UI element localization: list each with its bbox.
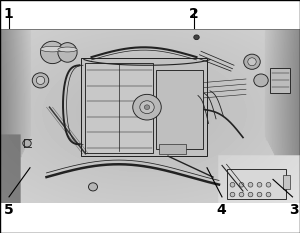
Ellipse shape <box>248 58 256 66</box>
Ellipse shape <box>230 182 235 187</box>
Ellipse shape <box>23 140 31 147</box>
Ellipse shape <box>144 105 150 110</box>
Bar <box>81 58 207 156</box>
Text: 3: 3 <box>290 203 299 217</box>
Ellipse shape <box>140 101 154 113</box>
Ellipse shape <box>133 94 161 120</box>
Ellipse shape <box>239 182 244 187</box>
Ellipse shape <box>32 73 49 88</box>
Text: 5: 5 <box>4 203 14 217</box>
Ellipse shape <box>266 182 271 187</box>
Ellipse shape <box>58 47 77 52</box>
Ellipse shape <box>36 76 45 84</box>
Ellipse shape <box>40 46 64 52</box>
Bar <box>85 63 153 153</box>
Ellipse shape <box>257 182 262 187</box>
Ellipse shape <box>248 182 253 187</box>
Ellipse shape <box>58 43 77 62</box>
Text: 2: 2 <box>189 7 199 21</box>
Bar <box>227 169 286 199</box>
Ellipse shape <box>239 192 244 197</box>
Ellipse shape <box>230 192 235 197</box>
Ellipse shape <box>88 183 98 191</box>
Text: 1: 1 <box>4 7 14 21</box>
Bar <box>159 144 186 154</box>
Bar <box>156 70 202 149</box>
Bar <box>283 175 290 189</box>
Ellipse shape <box>254 74 268 87</box>
Bar <box>270 68 290 93</box>
Ellipse shape <box>194 35 199 40</box>
Ellipse shape <box>248 192 253 197</box>
Ellipse shape <box>266 192 271 197</box>
Text: 4: 4 <box>216 203 226 217</box>
Ellipse shape <box>40 41 64 64</box>
Ellipse shape <box>244 54 260 69</box>
Ellipse shape <box>257 192 262 197</box>
